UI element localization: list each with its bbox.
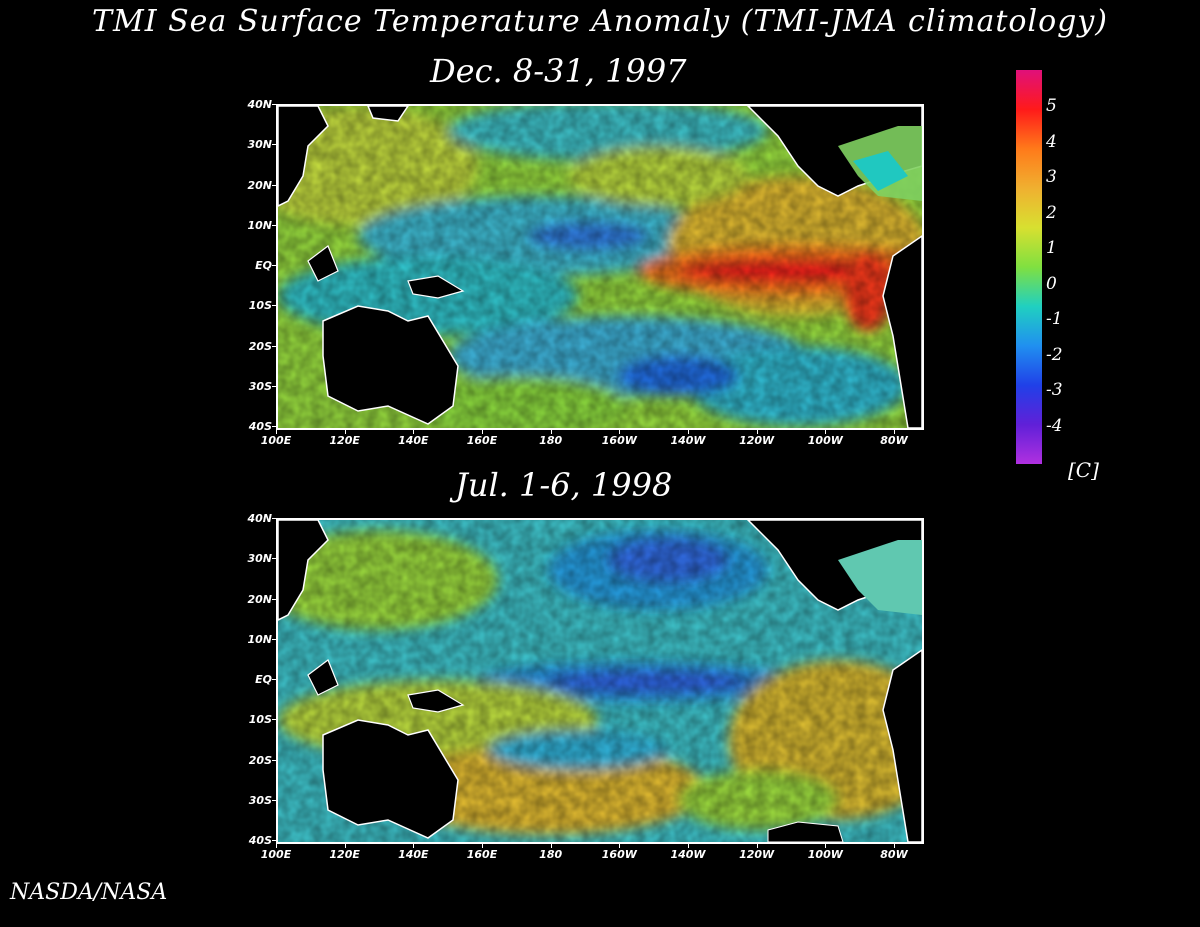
- lon-tick: [619, 430, 621, 434]
- lat-label: 20N: [247, 592, 272, 606]
- lon-tick: [276, 430, 277, 434]
- lat-label: 20S: [248, 339, 272, 353]
- lat-label: 10N: [247, 632, 272, 646]
- lon-label: 80W: [880, 434, 908, 447]
- panel-title-dec-1997: Dec. 8-31, 1997: [430, 52, 687, 90]
- lat-label: 20N: [247, 178, 272, 192]
- lon-label: 120E: [329, 434, 360, 447]
- lon-tick: [756, 430, 758, 434]
- lat-label: 40N: [247, 98, 272, 111]
- lon-label: 120W: [739, 434, 775, 447]
- lat-tick: [272, 558, 276, 560]
- lat-tick: [272, 144, 276, 146]
- lon-label: 160E: [466, 434, 498, 447]
- sst-map-jul-1998: [276, 518, 924, 844]
- colorbar-unit: [C]: [1068, 458, 1099, 482]
- lon-tick: [688, 430, 689, 434]
- lon-tick: [482, 844, 483, 848]
- colorbar-tick-label: -2: [1046, 344, 1063, 365]
- lon-tick: [482, 430, 483, 434]
- lat-tick: [272, 638, 276, 640]
- lon-tick: [825, 430, 827, 434]
- colorbar-tick-label: -4: [1046, 415, 1063, 436]
- lon-label: 140W: [670, 434, 706, 447]
- lat-label: 30N: [247, 138, 272, 152]
- credit-label: NASDA/NASA: [10, 880, 168, 905]
- lon-label: 180: [539, 848, 563, 861]
- lon-label: 100E: [260, 434, 292, 447]
- lat-tick: [272, 385, 276, 387]
- lon-label: 160E: [466, 848, 498, 861]
- lon-tick: [344, 844, 346, 848]
- lat-tick: [272, 104, 276, 105]
- lat-tick: [272, 679, 276, 680]
- colorbar-tick-label: 2: [1046, 202, 1057, 223]
- lat-tick: [272, 224, 276, 226]
- lon-tick: [413, 844, 415, 848]
- lon-tick: [756, 844, 758, 848]
- lat-label: 10S: [248, 299, 272, 313]
- lat-tick: [272, 840, 276, 841]
- lon-label: 120E: [329, 848, 360, 861]
- lat-label: 30S: [248, 379, 272, 393]
- lon-tick: [619, 844, 621, 848]
- lat-tick: [272, 598, 276, 600]
- lat-label: 40N: [247, 512, 272, 525]
- lon-tick: [550, 430, 552, 434]
- sst-map-dec-1997: [276, 104, 924, 430]
- lon-label: 160W: [601, 434, 637, 447]
- lon-tick: [413, 430, 415, 434]
- colorbar-tick-label: 1: [1046, 238, 1057, 258]
- lat-tick: [272, 184, 276, 186]
- lat-tick: [272, 305, 276, 307]
- colorbar-tick-label: 3: [1046, 167, 1057, 187]
- lat-label: 40S: [248, 420, 272, 433]
- lon-tick: [550, 844, 552, 848]
- lon-tick: [825, 844, 827, 848]
- colorbar-tick-label: 5: [1046, 96, 1057, 116]
- figure-title: TMI Sea Surface Temperature Anomaly (TMI…: [92, 4, 1108, 39]
- lat-label: 40S: [248, 834, 272, 847]
- lon-label: 180: [539, 434, 563, 447]
- lat-tick: [272, 799, 276, 801]
- lat-label: EQ: [255, 259, 272, 272]
- lat-tick: [272, 759, 276, 761]
- lat-tick: [272, 719, 276, 721]
- lon-label: 140E: [398, 434, 429, 447]
- colorbar: [1016, 70, 1042, 464]
- lat-label: EQ: [255, 673, 272, 686]
- colorbar-tick-label: -1: [1046, 309, 1063, 329]
- lat-tick: [272, 345, 276, 347]
- lon-tick: [344, 430, 346, 434]
- lon-label: 100W: [807, 848, 843, 861]
- lat-label: 10S: [248, 713, 272, 727]
- panel-title-jul-1998: Jul. 1-6, 1998: [455, 466, 673, 504]
- lat-tick: [272, 518, 276, 519]
- lon-label: 80W: [880, 848, 908, 861]
- lon-label: 140E: [398, 848, 429, 861]
- lon-tick: [894, 430, 895, 434]
- lon-label: 140W: [670, 848, 706, 861]
- colorbar-tick-label: 4: [1046, 131, 1057, 152]
- lat-tick: [272, 265, 276, 266]
- lon-tick: [688, 844, 689, 848]
- lat-label: 30S: [248, 793, 272, 807]
- lon-tick: [894, 844, 895, 848]
- lon-tick: [276, 844, 277, 848]
- colorbar-tick-label: 0: [1046, 273, 1057, 294]
- lon-label: 100E: [260, 848, 292, 861]
- lat-tick: [272, 426, 276, 427]
- lon-label: 100W: [807, 434, 843, 447]
- lon-label: 120W: [739, 848, 775, 861]
- colorbar-tick-label: -3: [1046, 380, 1063, 400]
- lon-label: 160W: [601, 848, 637, 861]
- lat-label: 20S: [248, 753, 272, 767]
- lat-label: 10N: [247, 218, 272, 232]
- lat-label: 30N: [247, 552, 272, 566]
